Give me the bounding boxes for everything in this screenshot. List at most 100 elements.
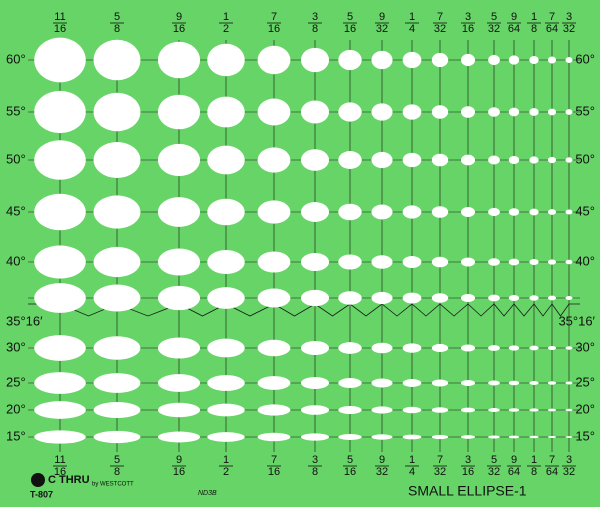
ellipse-cutout xyxy=(565,259,573,265)
ellipse-cutout xyxy=(547,56,557,64)
fraction-denominator: 32 xyxy=(434,466,446,478)
fraction-denominator: 32 xyxy=(563,23,575,35)
ellipse-cutout xyxy=(93,39,141,81)
ellipse-cutout xyxy=(529,156,539,164)
maker: by WESTCOTT xyxy=(92,482,134,488)
angle-label: 55° xyxy=(575,103,595,118)
fraction-numerator: 5 xyxy=(347,11,353,23)
ellipse-cutout xyxy=(565,209,573,215)
ellipse-cutout xyxy=(257,288,291,308)
ellipse-cutout xyxy=(300,433,330,441)
fraction-numerator: 1 xyxy=(223,454,229,466)
ellipse-cutout xyxy=(508,107,520,117)
ellipse-cutout xyxy=(338,291,362,305)
ellipse-cutout xyxy=(431,343,449,353)
ellipse-cutout xyxy=(257,98,291,126)
model: T-807 xyxy=(30,489,53,499)
ellipse-cutout xyxy=(402,104,422,120)
fraction-numerator: 1 xyxy=(409,454,415,466)
fraction-denominator: 16 xyxy=(54,23,66,35)
ellipse-cutout xyxy=(529,408,539,412)
fraction-denominator: 16 xyxy=(173,23,185,35)
ellipse-cutout xyxy=(157,337,201,359)
ellipse-cutout xyxy=(371,406,393,414)
fraction-denominator: 16 xyxy=(462,23,474,35)
ellipse-cutout xyxy=(508,155,520,165)
ellipse-cutout xyxy=(207,145,245,175)
ellipse-cutout xyxy=(529,108,539,116)
ellipse-cutout xyxy=(157,248,201,276)
fraction-denominator: 32 xyxy=(376,466,388,478)
ellipse-cutout xyxy=(547,345,557,351)
fraction-denominator: 8 xyxy=(114,466,120,478)
ellipse-cutout xyxy=(300,100,330,124)
ellipse-cutout xyxy=(402,205,422,219)
ellipse-cutout xyxy=(157,431,201,443)
ellipse-cutout xyxy=(338,378,362,388)
ellipse-cutout xyxy=(431,407,449,413)
ellipse-cutout xyxy=(431,434,449,440)
ellipse-cutout xyxy=(207,375,245,391)
ellipse-cutout xyxy=(488,207,500,217)
fraction-denominator: 8 xyxy=(531,466,537,478)
ellipse-cutout xyxy=(300,252,330,272)
fraction-numerator: 7 xyxy=(437,11,443,23)
angle-label: 40° xyxy=(6,253,26,268)
ellipse-cutout xyxy=(460,207,476,217)
ellipse-cutout xyxy=(488,380,500,386)
ellipse-cutout xyxy=(431,256,449,268)
ellipse-cutout xyxy=(529,295,539,301)
fraction-numerator: 7 xyxy=(271,11,277,23)
ellipse-cutout xyxy=(257,432,291,442)
ellipse-cutout xyxy=(460,344,476,352)
ellipse-cutout xyxy=(431,52,449,68)
ellipse-cutout xyxy=(257,147,291,173)
angle-label: 20° xyxy=(6,401,26,416)
ellipse-cutout xyxy=(93,142,141,178)
ellipse-cutout xyxy=(460,154,476,166)
ellipse-cutout xyxy=(157,197,201,227)
angle-label: 40° xyxy=(575,253,595,268)
angle-label: 25° xyxy=(6,374,26,389)
ellipse-cutout xyxy=(529,258,539,266)
ellipse-cutout xyxy=(207,198,245,226)
fraction-denominator: 32 xyxy=(376,23,388,35)
ellipse-cutout xyxy=(93,284,141,312)
fraction-denominator: 8 xyxy=(312,466,318,478)
ellipse-cutout xyxy=(300,202,330,222)
angle-label: 15° xyxy=(575,428,595,443)
angle-label: 45° xyxy=(6,203,26,218)
fraction-numerator: 9 xyxy=(511,11,517,23)
ellipse-cutout xyxy=(488,155,500,165)
angle-label: 35°16′ xyxy=(6,313,43,328)
ellipse-cutout xyxy=(460,380,476,386)
ellipse-cutout xyxy=(300,340,330,356)
angle-label: 25° xyxy=(575,374,595,389)
ellipse-cutout xyxy=(508,208,520,216)
ellipse-cutout xyxy=(34,401,86,419)
ellipse-cutout xyxy=(529,435,539,439)
ellipse-cutout xyxy=(508,258,520,266)
ellipse-cutout xyxy=(565,109,573,115)
fraction-numerator: 7 xyxy=(437,454,443,466)
ellipse-cutout xyxy=(431,206,449,218)
ellipse-cutout xyxy=(565,381,573,385)
ellipse-cutout xyxy=(508,345,520,351)
ellipse-cutout xyxy=(93,246,141,278)
ellipse-cutout xyxy=(460,106,476,118)
ellipse-cutout xyxy=(402,434,422,440)
ellipse-cutout xyxy=(371,434,393,440)
ellipse-cutout xyxy=(34,430,86,444)
ellipse-cutout xyxy=(431,293,449,303)
fraction-numerator: 3 xyxy=(566,11,572,23)
ellipse-cutout xyxy=(529,208,539,216)
ellipse-cutout xyxy=(547,259,557,265)
ellipse-cutout xyxy=(34,245,86,279)
fraction-numerator: 1 xyxy=(223,11,229,23)
ellipse-cutout xyxy=(431,379,449,387)
fraction-denominator: 64 xyxy=(546,23,558,35)
fraction-denominator: 2 xyxy=(223,466,229,478)
ellipse-cutout xyxy=(157,374,201,392)
ellipse-cutout xyxy=(488,345,500,351)
